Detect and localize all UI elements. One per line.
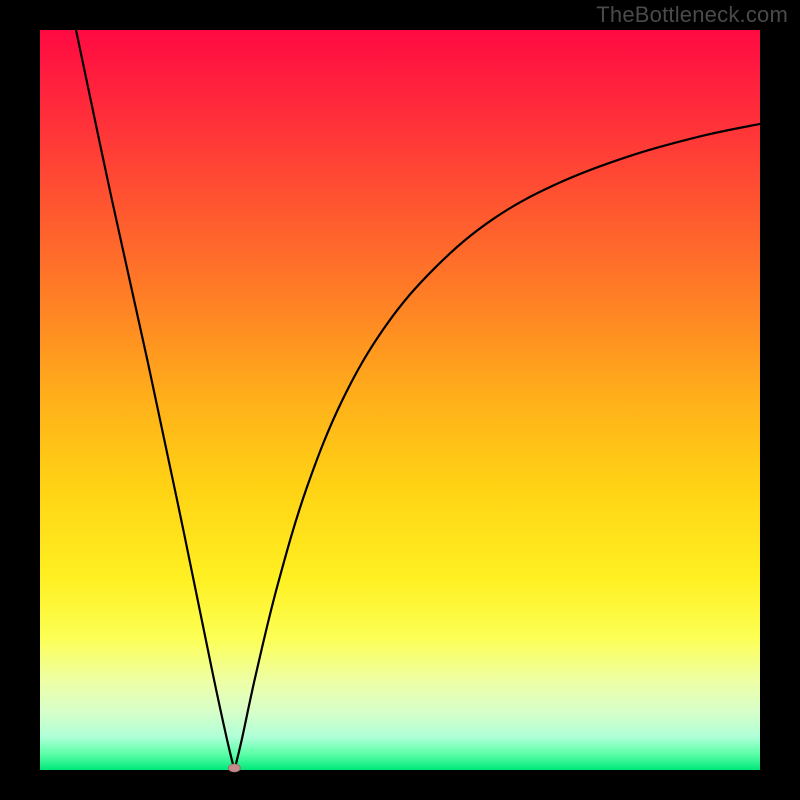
bottleneck-plot bbox=[0, 0, 800, 800]
plot-area bbox=[40, 30, 760, 770]
chart-container: TheBottleneck.com bbox=[0, 0, 800, 800]
min-marker bbox=[228, 764, 240, 772]
watermark-text: TheBottleneck.com bbox=[596, 2, 788, 28]
